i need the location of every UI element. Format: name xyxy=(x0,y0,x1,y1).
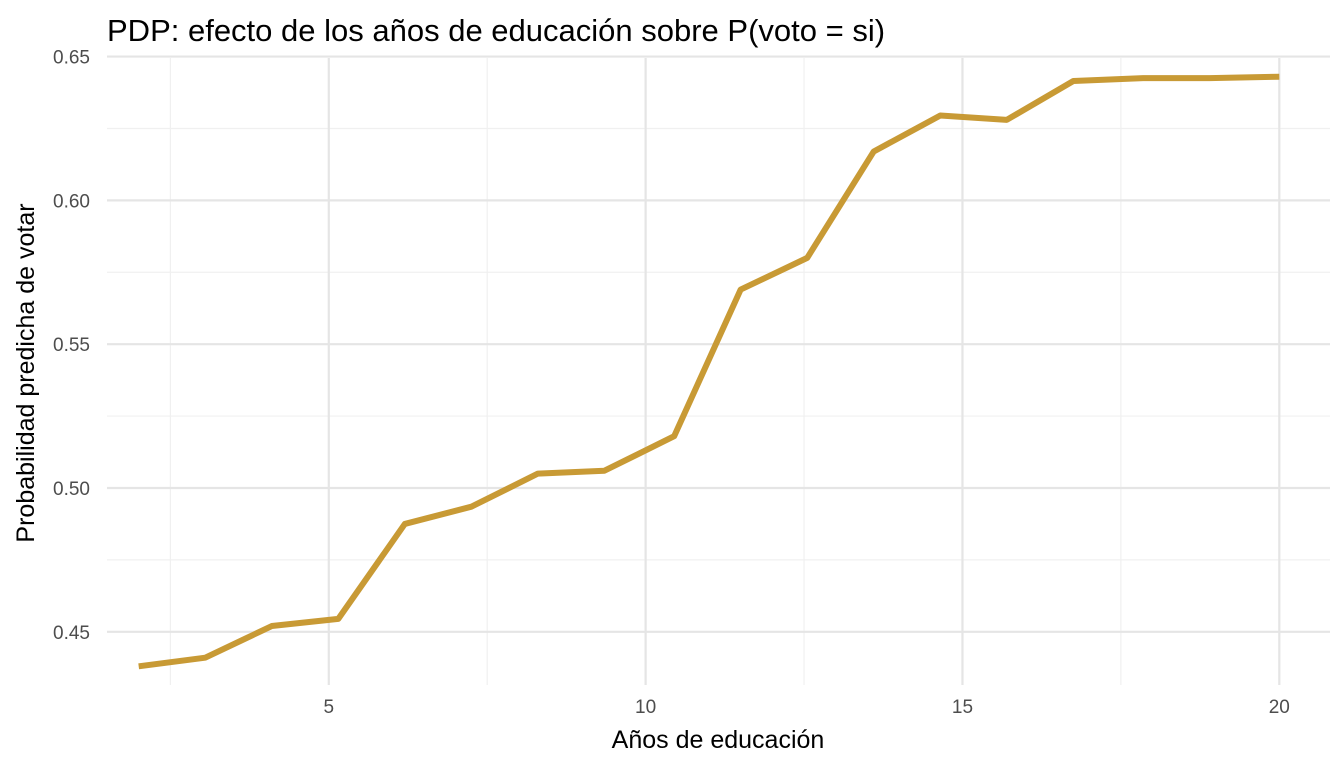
x-tick-label: 15 xyxy=(952,697,973,718)
y-tick-label: 0.60 xyxy=(53,191,90,212)
x-tick-label: 20 xyxy=(1269,697,1290,718)
tick-label-layer: 0.45 0.50 0.55 0.60 0.65 5 10 15 20 xyxy=(53,48,1290,718)
y-tick-label: 0.65 xyxy=(53,48,90,69)
y-tick-label: 0.45 xyxy=(53,623,90,644)
series-line xyxy=(138,73,1280,670)
y-tick-label: 0.55 xyxy=(53,335,90,356)
x-tick-label: 5 xyxy=(323,697,334,718)
grid-layer xyxy=(107,55,1330,685)
x-axis-title: Años de educación xyxy=(612,726,825,754)
chart-title: PDP: efecto de los años de educación sob… xyxy=(107,13,885,48)
y-axis-title: Probabilidad predicha de votar xyxy=(12,203,40,542)
series-layer xyxy=(138,73,1280,670)
y-tick-label: 0.50 xyxy=(53,479,90,500)
x-tick-label: 10 xyxy=(635,697,656,718)
